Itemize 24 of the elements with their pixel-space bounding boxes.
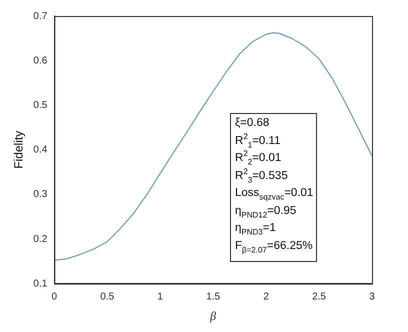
y-tick-label: 0.6	[33, 55, 48, 66]
annotation: η$_{PND12}$=0.95	[235, 204, 298, 220]
y-tick-label: 0.5	[33, 100, 48, 111]
x-axis-title: β	[209, 308, 216, 323]
annotation: F$_{β=2.07}$=66.25%	[235, 238, 314, 255]
x-tick-label: 0.5	[100, 291, 115, 302]
x-tick-label: 0	[52, 291, 58, 302]
y-tick-label: 0.7	[33, 10, 48, 22]
x-tick-label: 2	[263, 291, 270, 302]
annotation: R$^{2}$$_{1}$=0.11	[235, 132, 282, 150]
y-axis-title: Fidelity	[12, 130, 26, 169]
x-tick-label: 1.5	[206, 291, 221, 302]
annotation: η$_{PND3}$=1	[235, 221, 277, 238]
x-tick-label: 1	[157, 291, 164, 302]
y-tick-label: 0.1	[33, 278, 48, 290]
annotation: R$^{2}$$_{3}$=0.535	[235, 166, 289, 185]
x-tick-label: 3	[369, 291, 376, 302]
x-tick-label: 2.5	[312, 291, 326, 302]
y-tick-label: 0.2	[33, 234, 48, 245]
annotation: ξ=0.68	[235, 116, 270, 131]
y-tick-label: 0.3	[33, 189, 48, 200]
annotation: R$^{2}$$_{2}$=0.01	[235, 149, 282, 168]
annotation: Loss$_{sqzvac}$=0.01	[235, 186, 314, 202]
y-tick-label: 0.4	[33, 144, 48, 156]
